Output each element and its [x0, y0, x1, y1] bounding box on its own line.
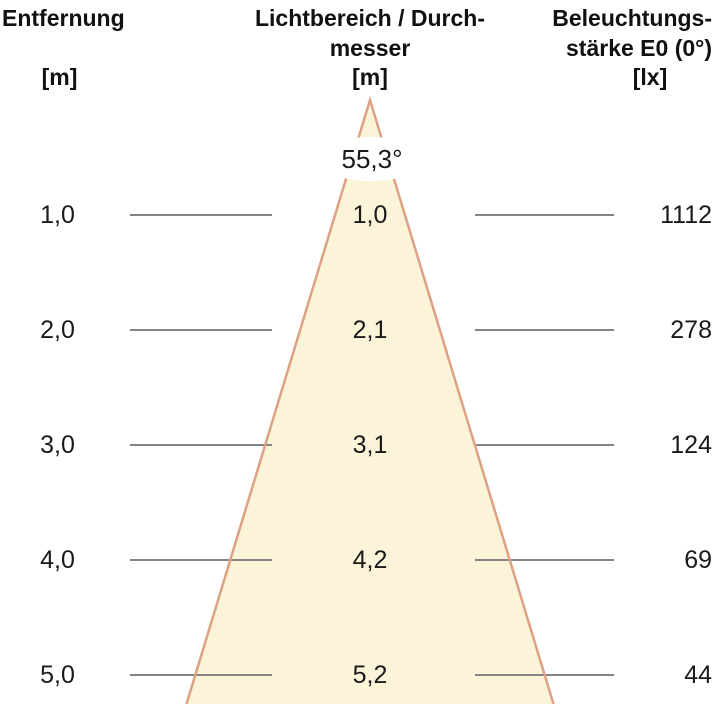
column-unit-diameter: [m] — [352, 64, 388, 90]
column-header-illuminance-line2: stärke E0 (0°) — [566, 35, 712, 61]
diameter-value: 4,2 — [352, 546, 388, 574]
illuminance-value: 1112 — [660, 201, 712, 229]
diameter-value: 2,1 — [352, 316, 388, 344]
distance-value: 2,0 — [40, 316, 75, 344]
diameter-value: 1,0 — [352, 201, 388, 229]
illuminance-value: 124 — [670, 431, 712, 459]
diameter-value: 5,2 — [352, 661, 388, 689]
column-unit-illuminance: [lx] — [632, 64, 668, 90]
column-unit-distance: [m] — [41, 64, 78, 90]
illuminance-value: 44 — [684, 661, 712, 689]
illuminance-value: 69 — [684, 546, 712, 574]
illuminance-value: 278 — [670, 316, 712, 344]
column-header-diameter-line1: Lichtbereich / Durch- — [254, 5, 486, 31]
column-header-distance: Entfernung — [2, 5, 125, 31]
distance-value: 3,0 — [40, 431, 75, 459]
beam-angle-label: 55,3° — [341, 144, 403, 174]
distance-value: 1,0 — [40, 201, 75, 229]
distance-value: 4,0 — [40, 546, 75, 574]
distance-value: 5,0 — [40, 661, 75, 689]
angle-label-background — [318, 137, 424, 181]
diameter-value: 3,1 — [352, 431, 388, 459]
beam-cone-fill — [186, 100, 554, 704]
column-header-diameter-line2: messer — [329, 35, 411, 61]
column-header-illuminance-line1: Beleuchtungs- — [552, 5, 712, 31]
beam-cone-edge — [185, 95, 555, 704]
